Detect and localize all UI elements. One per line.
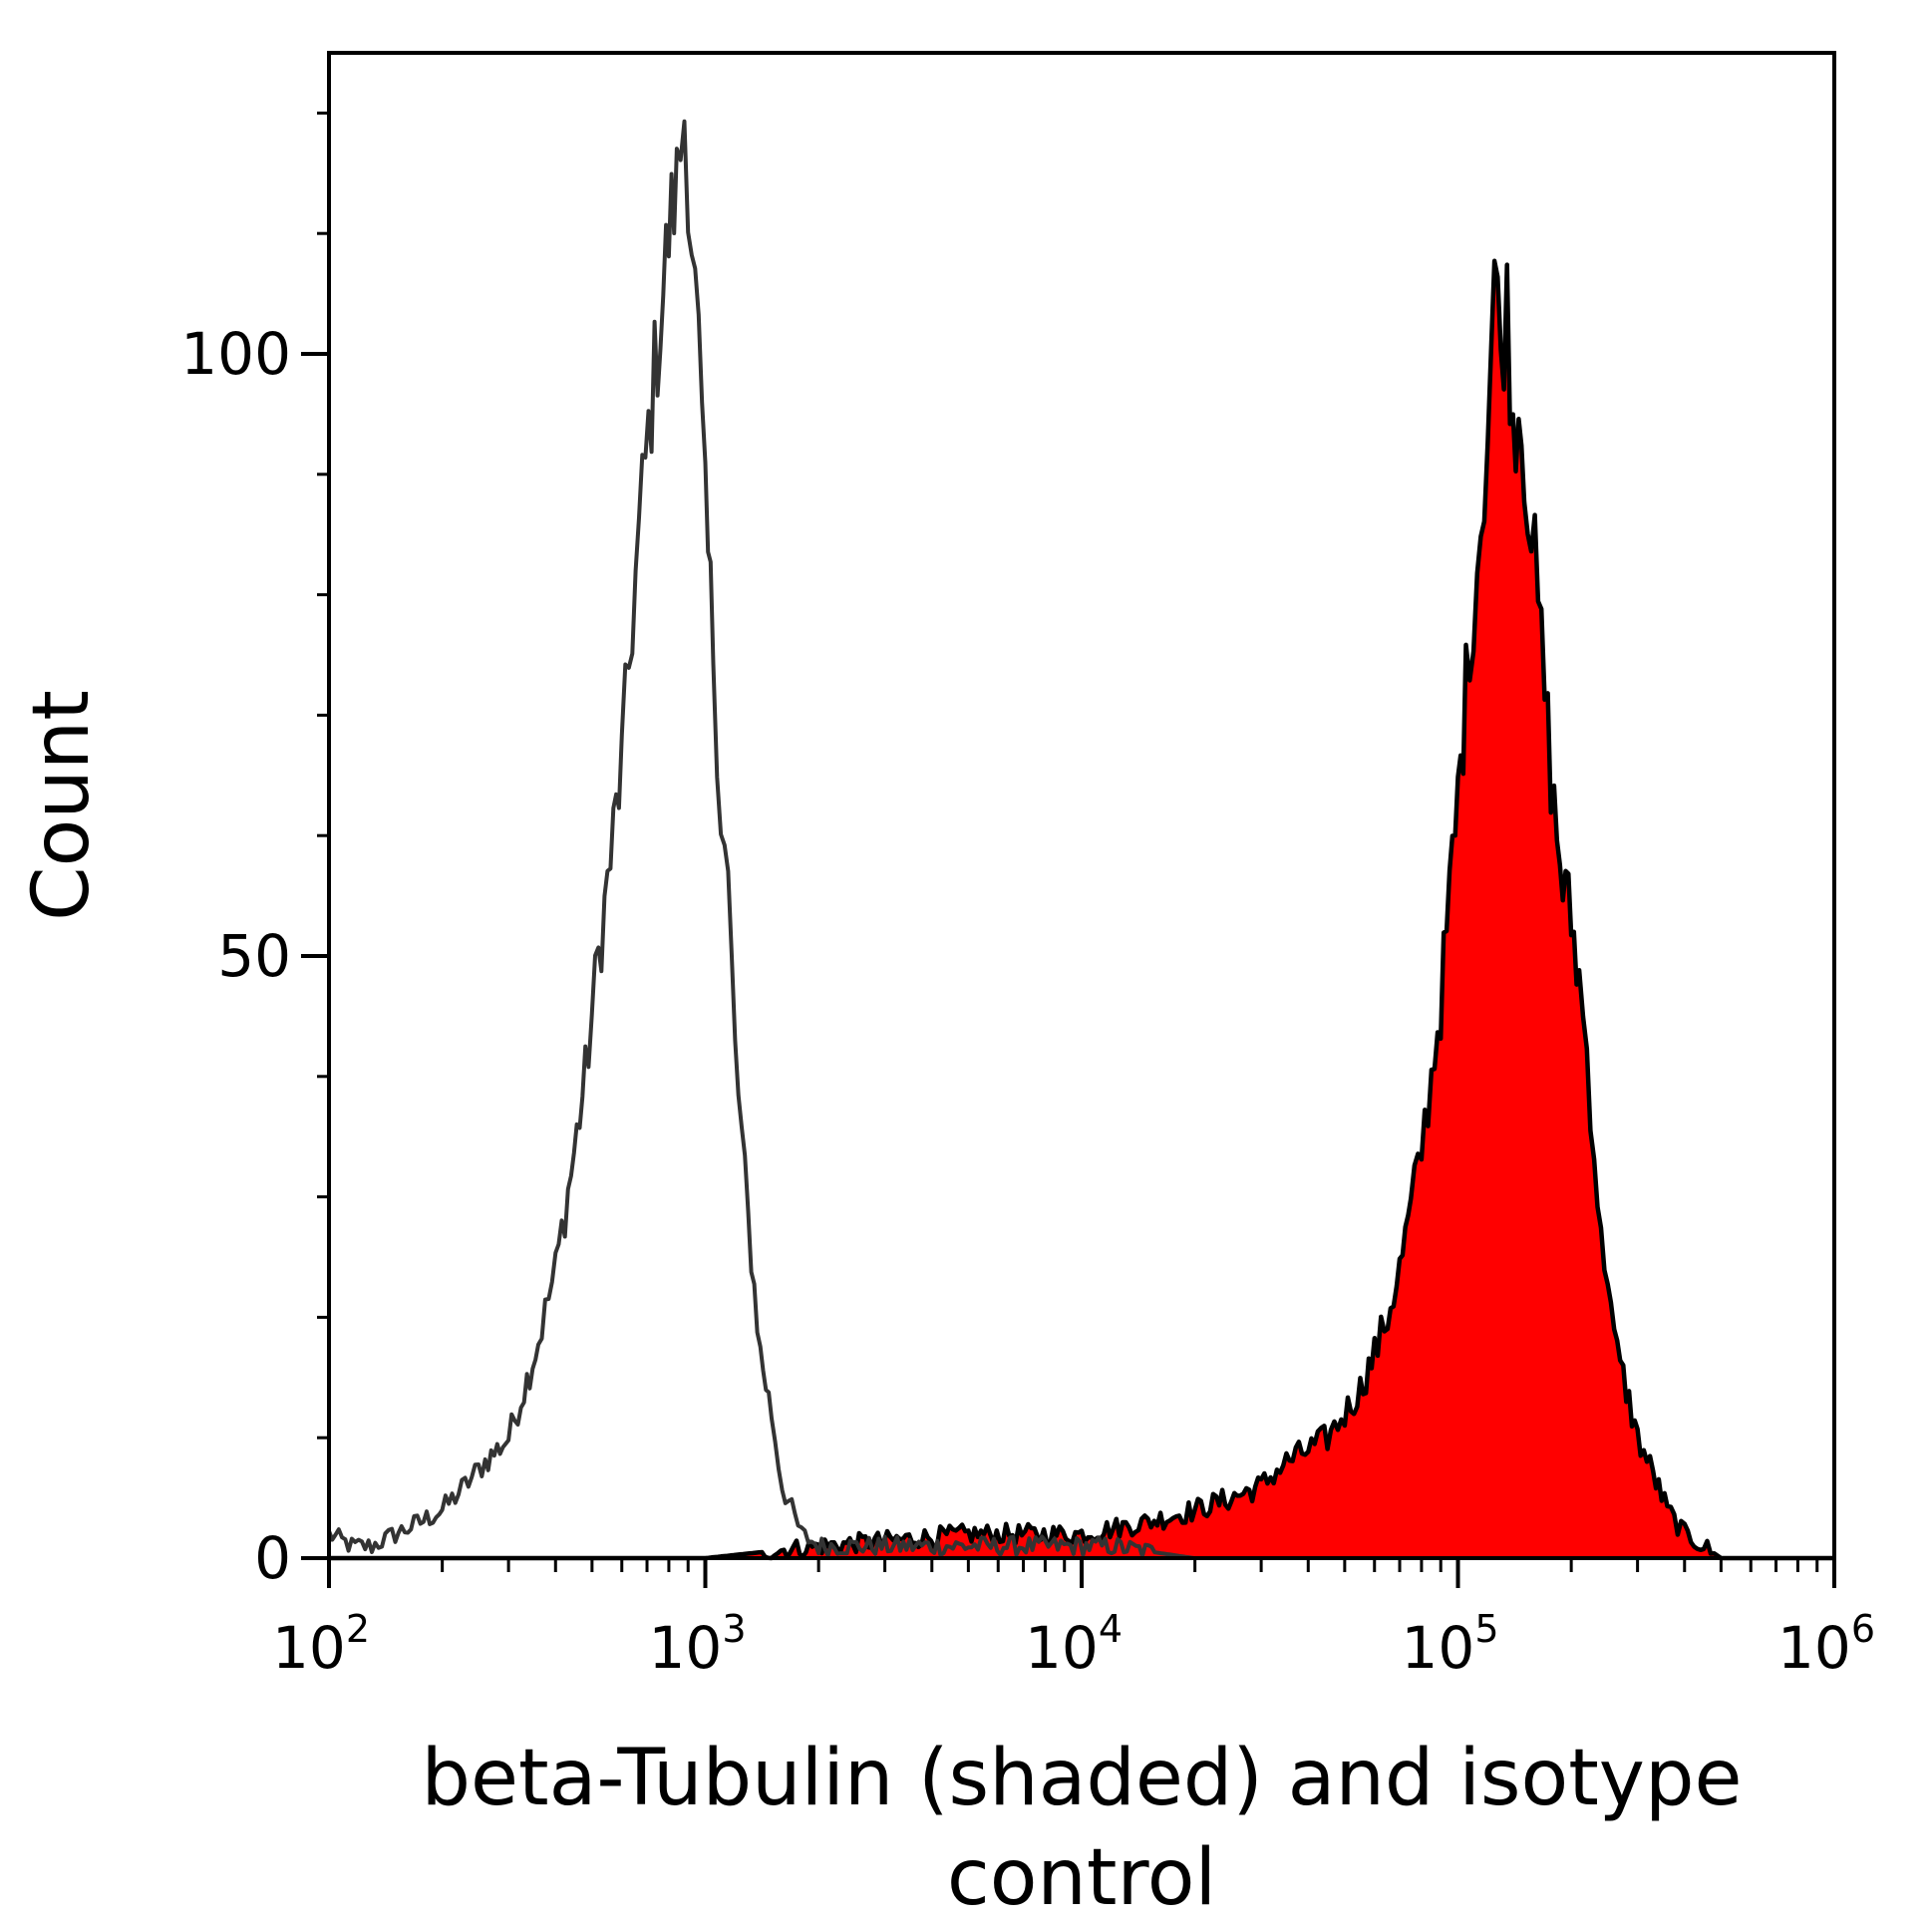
x-tick-label: 102 — [272, 1607, 370, 1682]
y-tick-label: 0 — [254, 1524, 291, 1592]
beta-tubulin-series-fill — [329, 260, 1834, 1558]
plot-area — [327, 51, 1836, 1561]
y-tick-label: 100 — [180, 320, 291, 388]
x-axis-label-line2: control — [947, 1833, 1216, 1923]
y-tick-label: 50 — [217, 922, 291, 990]
y-axis-ticks — [301, 111, 329, 1560]
x-tick-label: 104 — [1025, 1607, 1123, 1682]
x-axis-ticks — [327, 1558, 1836, 1588]
y-axis-label: Count — [17, 690, 107, 921]
x-tick-label: 103 — [649, 1607, 747, 1682]
x-axis-tick-labels: 102 103 104 105 106 — [272, 1607, 1875, 1682]
x-tick-label: 106 — [1777, 1607, 1875, 1682]
y-axis-tick-labels: 0 50 100 — [180, 320, 291, 1592]
x-axis-label-line1: beta-Tubulin (shaded) and isotype — [422, 1734, 1743, 1823]
x-tick-label: 105 — [1402, 1607, 1499, 1682]
